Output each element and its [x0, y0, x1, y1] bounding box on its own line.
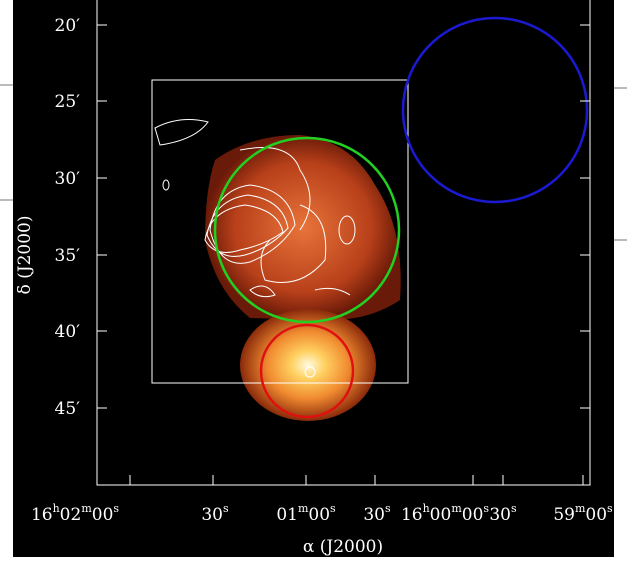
contours — [154, 119, 356, 378]
tick-number: 00 — [585, 505, 607, 525]
tick-number: 00 — [92, 505, 114, 525]
tick-number: 01 — [276, 505, 298, 525]
y-tick-label: 40′ — [55, 322, 81, 342]
tick-unit: m — [298, 502, 309, 515]
tick-unit: s — [113, 502, 119, 515]
y-tick-label: 20′ — [55, 16, 81, 36]
tick-unit: m — [575, 502, 586, 515]
background-table-remnant — [0, 84, 627, 241]
tick-number: 16 — [31, 505, 53, 525]
blue-region — [401, 16, 589, 204]
y-tick-label: 30′ — [55, 169, 81, 189]
tick-unit: s — [483, 502, 489, 515]
x-tick-label: 30s — [363, 502, 391, 525]
tick-unit: s — [223, 502, 229, 515]
tick-number: 00 — [308, 505, 330, 525]
emission-image — [205, 135, 401, 421]
x-tick-label: 30s — [201, 502, 229, 525]
plot-frame — [96, 0, 591, 486]
tick-number: 16 — [401, 505, 423, 525]
tick-unit: s — [607, 502, 613, 515]
tick-unit: s — [330, 502, 336, 515]
tick-number: 02 — [60, 505, 82, 525]
tick-unit: s — [511, 502, 517, 515]
y-tick-label: 45′ — [55, 399, 81, 419]
red-region — [259, 323, 355, 419]
tick-unit: m — [451, 502, 462, 515]
tick-unit: h — [53, 502, 60, 515]
tick-number: 00 — [462, 505, 484, 525]
tick-number: 00 — [430, 505, 452, 525]
y-tick-label: 25′ — [55, 92, 81, 112]
tick-unit: h — [423, 502, 430, 515]
tick-unit: m — [81, 502, 92, 515]
x-axis-title: α (J2000) — [303, 537, 383, 557]
tick-number: 30 — [201, 505, 223, 525]
green-region — [213, 136, 401, 324]
tick-number: 30 — [489, 505, 511, 525]
x-tick-label: 16h00m00s — [401, 502, 489, 525]
field-box — [151, 79, 409, 384]
tick-number: 59 — [553, 505, 575, 525]
y-axis-title: δ (J2000) — [15, 216, 35, 295]
x-tick-label: 30s — [489, 502, 517, 525]
tick-number: 30 — [363, 505, 385, 525]
x-tick-label: 59m00s — [553, 502, 613, 525]
x-tick-label: 16h02m00s — [31, 502, 119, 525]
y-tick-label: 35′ — [55, 246, 81, 266]
tick-unit: s — [385, 502, 391, 515]
x-tick-label: 01m00s — [276, 502, 336, 525]
